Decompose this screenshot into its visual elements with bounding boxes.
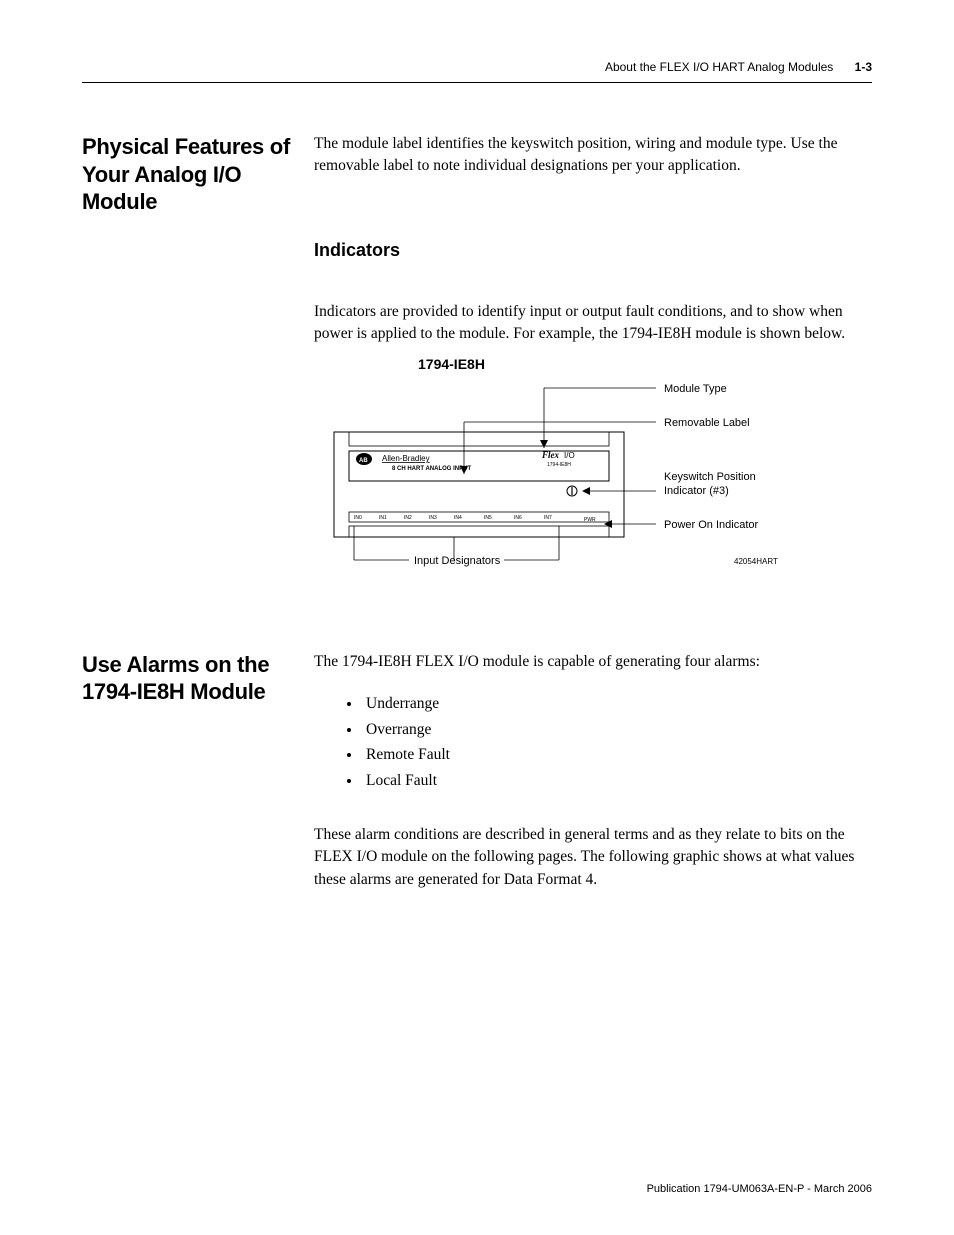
header-title: About the FLEX I/O HART Analog Modules [605, 60, 833, 74]
in0: IN0 [354, 515, 362, 521]
list-item: Local Fault [362, 768, 872, 794]
diagram-ref: 42054HART [734, 557, 778, 566]
alarms-intro: The 1794-IE8H FLEX I/O module is capable… [314, 651, 872, 673]
diagram-svg: Module Type Removable Label AB [314, 376, 834, 586]
alarms-outro: These alarm conditions are described in … [314, 824, 872, 891]
in5: IN5 [484, 515, 492, 521]
section-heading-alarms: Use Alarms on the 1794-IE8H Module [82, 651, 314, 706]
io-text: I/O [564, 451, 575, 460]
brand-text: Allen-Bradley [382, 454, 430, 463]
list-item: Overrange [362, 717, 872, 743]
pwr-label: PWR [584, 517, 596, 523]
indicators-paragraph: Indicators are provided to identify inpu… [314, 301, 872, 346]
callout-keyswitch-2: Indicator (#3) [664, 485, 729, 497]
page: About the FLEX I/O HART Analog Modules 1… [0, 0, 954, 1235]
flex-text: Flex [541, 450, 559, 460]
callout-power: Power On Indicator [664, 519, 758, 531]
running-header: About the FLEX I/O HART Analog Modules 1… [82, 60, 872, 83]
list-item: Underrange [362, 691, 872, 717]
in4: IN4 [454, 515, 462, 521]
in2: IN2 [404, 515, 412, 521]
callout-removable-label: Removable Label [664, 417, 750, 429]
callout-module-type: Module Type [664, 383, 727, 395]
module-diagram: 1794-IE8H Module Type Removable Label [314, 356, 872, 591]
in1: IN1 [379, 515, 387, 521]
alarms-list: Underrange Overrange Remote Fault Local … [362, 691, 872, 793]
page-number: 1-3 [855, 60, 872, 74]
publication-footer: Publication 1794-UM063A-EN-P - March 200… [647, 1183, 872, 1195]
list-item: Remote Fault [362, 742, 872, 768]
section-heading: Physical Features of Your Analog I/O Mod… [82, 133, 314, 216]
in3: IN3 [429, 515, 437, 521]
sub-heading-indicators: Indicators [314, 240, 872, 261]
section-use-alarms: Use Alarms on the 1794-IE8H Module The 1… [82, 651, 872, 891]
model-text: 1794-IE8H [547, 462, 571, 468]
section-physical-features: Physical Features of Your Analog I/O Mod… [82, 133, 872, 651]
diagram-title: 1794-IE8H [418, 356, 872, 372]
module-line1: 8 CH HART ANALOG INPUT [392, 466, 471, 472]
ab-logo-icon: AB [359, 458, 368, 464]
intro-paragraph: The module label identifies the keyswitc… [314, 133, 872, 178]
callout-keyswitch-1: Keyswitch Position [664, 471, 756, 483]
in6: IN6 [514, 515, 522, 521]
callout-input-designators: Input Designators [414, 555, 501, 567]
in7: IN7 [544, 515, 552, 521]
